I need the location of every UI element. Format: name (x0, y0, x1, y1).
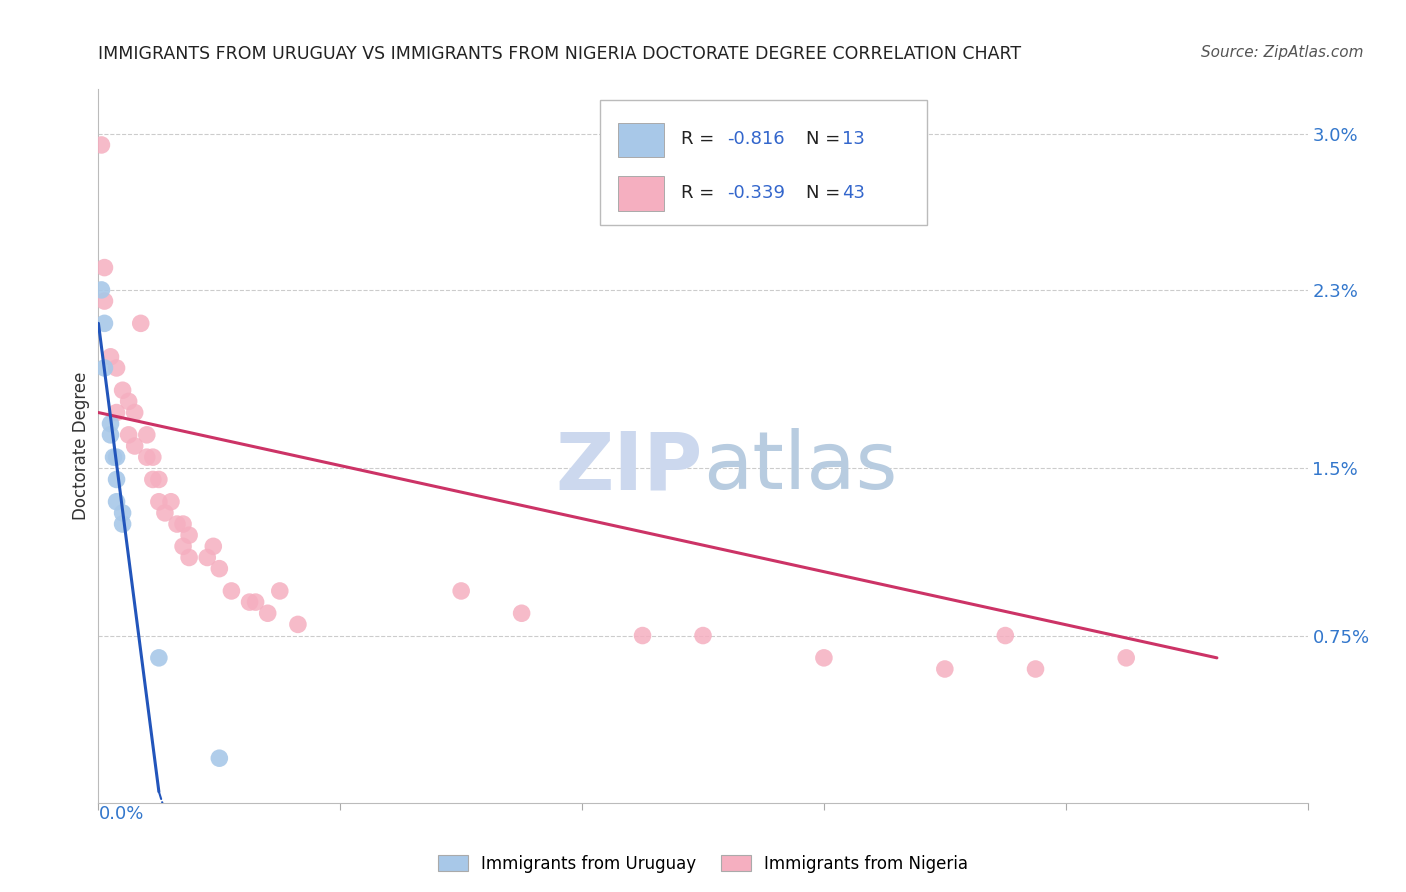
Point (111, 516, 134, 531)
Point (994, 628, 1017, 642)
Point (124, 405, 146, 419)
Point (135, 427, 157, 442)
Point (450, 583, 472, 598)
Point (208, 562, 231, 576)
Point (269, 583, 291, 598)
Point (245, 595, 267, 609)
Point (105, 405, 128, 419)
Text: atlas: atlas (703, 428, 897, 507)
Legend: Immigrants from Uruguay, Immigrants from Nigeria: Immigrants from Uruguay, Immigrants from… (430, 848, 976, 880)
Point (153, 506, 176, 520)
Point (100, 350, 122, 364)
Point (103, 450, 125, 464)
Point (118, 427, 141, 442)
Point (93, 293, 115, 308)
Text: ZIP: ZIP (555, 428, 703, 507)
Point (692, 628, 714, 642)
Point (172, 516, 194, 531)
Point (93, 317, 115, 331)
Point (148, 472, 170, 486)
Text: -0.339: -0.339 (727, 184, 785, 202)
Point (124, 439, 146, 453)
Point (221, 583, 243, 598)
Point (172, 539, 194, 553)
Point (105, 472, 128, 486)
Point (256, 607, 278, 621)
Point (142, 472, 165, 486)
Point (510, 607, 533, 621)
Point (179, 550, 201, 565)
Point (239, 595, 262, 609)
Point (142, 450, 165, 464)
FancyBboxPatch shape (619, 123, 664, 157)
Point (111, 506, 134, 520)
FancyBboxPatch shape (600, 100, 927, 225)
Point (93, 260, 115, 275)
Text: N =: N = (806, 184, 846, 202)
Text: -0.816: -0.816 (727, 130, 785, 148)
Text: 43: 43 (842, 184, 865, 202)
Point (129, 317, 152, 331)
Point (135, 450, 157, 464)
Text: R =: R = (682, 130, 720, 148)
Text: IMMIGRANTS FROM URUGUAY VS IMMIGRANTS FROM NIGERIA DOCTORATE DEGREE CORRELATION : IMMIGRANTS FROM URUGUAY VS IMMIGRANTS FR… (98, 45, 1022, 62)
Point (118, 394, 141, 409)
Y-axis label: Doctorate Degree: Doctorate Degree (72, 372, 90, 520)
Text: Source: ZipAtlas.com: Source: ZipAtlas.com (1201, 45, 1364, 60)
Point (202, 539, 225, 553)
Point (90, 138, 112, 153)
Point (148, 651, 170, 665)
Point (934, 662, 956, 676)
Point (160, 494, 183, 508)
Point (93, 360, 115, 375)
Point (105, 360, 128, 375)
Text: N =: N = (806, 130, 846, 148)
Point (105, 494, 128, 508)
Point (105, 450, 128, 464)
Point (148, 494, 170, 508)
Point (166, 516, 188, 531)
Point (287, 617, 309, 632)
Point (1115, 651, 1137, 665)
Point (100, 417, 122, 431)
Point (195, 550, 218, 565)
Point (813, 651, 835, 665)
Point (111, 384, 134, 398)
Point (208, 751, 231, 765)
Text: 13: 13 (842, 130, 865, 148)
Point (631, 628, 654, 642)
Point (179, 528, 201, 542)
Point (100, 427, 122, 442)
Text: 0.0%: 0.0% (98, 805, 143, 822)
Point (90, 283, 112, 297)
Text: R =: R = (682, 184, 720, 202)
FancyBboxPatch shape (619, 177, 664, 211)
Point (1024, 662, 1046, 676)
